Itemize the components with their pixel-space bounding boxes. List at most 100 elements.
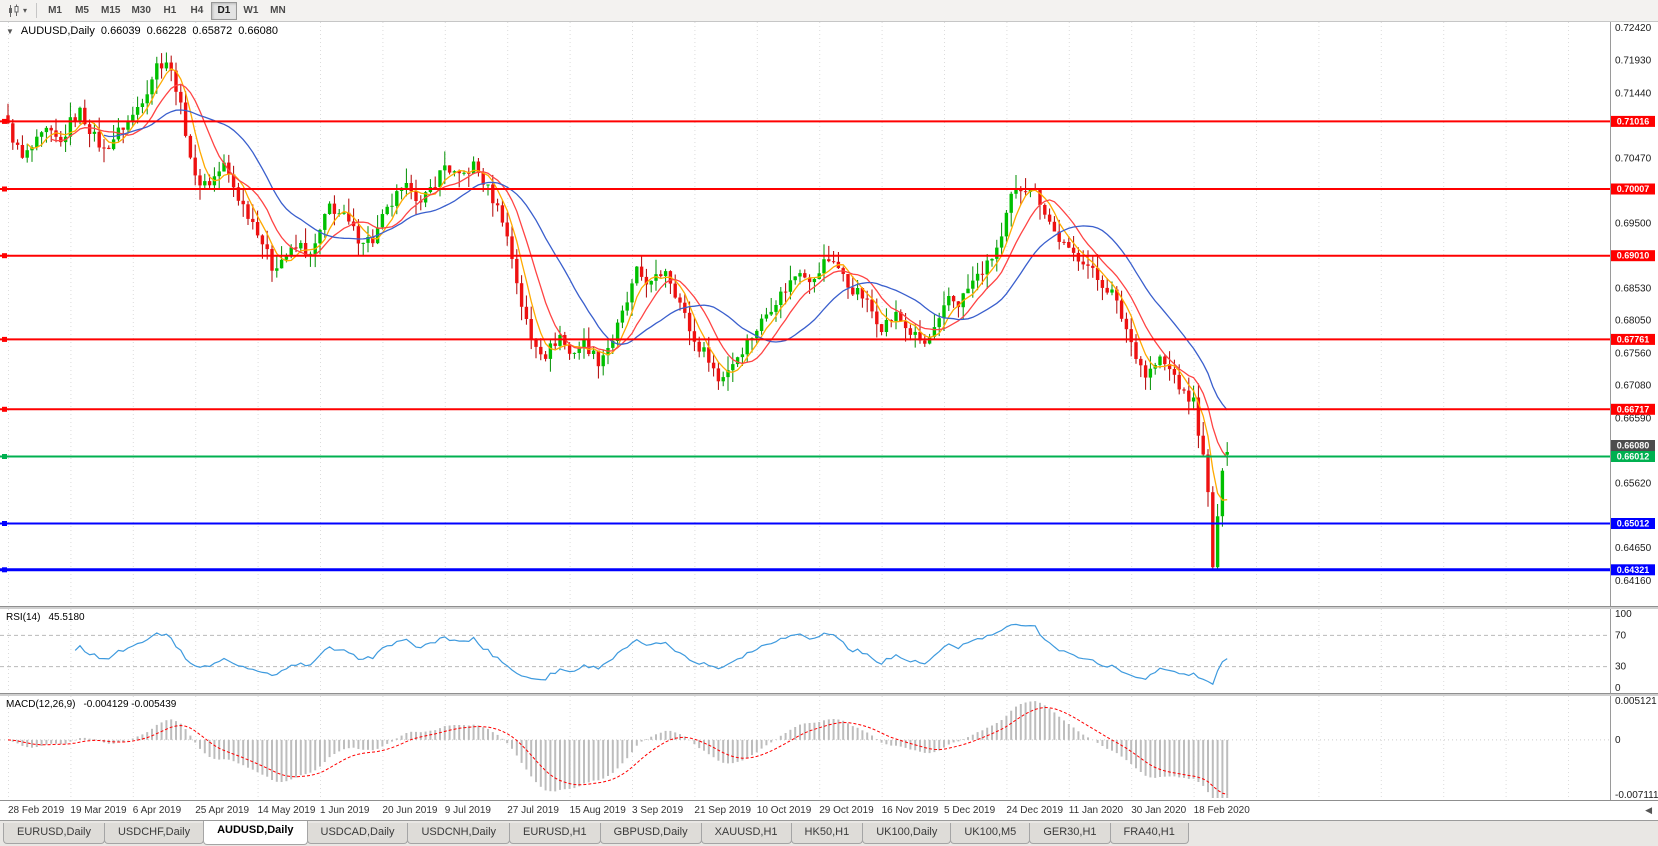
chart-tab-hk50-h1[interactable]: HK50,H1 (790, 823, 864, 844)
chart-symbol-label: AUDUSD,Daily (20, 25, 95, 37)
chart-tab-eurusd-h1[interactable]: EURUSD,H1 (509, 823, 601, 844)
price-tick-label: 0.67080 (1615, 381, 1652, 392)
macd-histogram (11, 701, 1229, 798)
dropdown-caret-icon: ▾ (23, 6, 28, 15)
scroll-left-icon[interactable]: ◀ (1645, 805, 1652, 815)
date-label: 27 Jul 2019 (507, 805, 559, 816)
price-tick-label: 0.71930 (1615, 56, 1652, 67)
price-tick-label: 0.68050 (1615, 316, 1652, 327)
date-label: 28 Feb 2019 (8, 805, 65, 816)
rsi-header: RSI(14) 45.5180 (6, 612, 85, 623)
price-tick-label: 0.71440 (1615, 89, 1652, 100)
chart-tab-uk100-daily[interactable]: UK100,Daily (862, 823, 952, 844)
chart-tab-fra40-h1[interactable]: FRA40,H1 (1109, 823, 1189, 844)
price-tick-label: 0.66590 (1615, 413, 1652, 424)
timeframe-button-w1[interactable]: W1 (243, 5, 259, 16)
date-label: 20 Jun 2019 (382, 805, 438, 816)
date-label: 11 Jan 2020 (1068, 805, 1124, 816)
chart-tab-bar: EURUSD,Daily USDCHF,Daily AUDUSD,Daily USDC… (0, 820, 1658, 846)
date-label: 10 Oct 2019 (756, 805, 812, 816)
macd-tick-label: -0.007111 (1615, 790, 1658, 800)
date-label: 24 Dec 2019 (1006, 805, 1064, 816)
timeframe-button-m5[interactable]: M5 (75, 5, 89, 16)
date-label: 19 Mar 2019 (70, 805, 127, 816)
price-tick-label: 0.64160 (1615, 576, 1652, 587)
macd-header: MACD(12,26,9) -0.004129 -0.005439 (6, 699, 176, 710)
macd-panel[interactable]: 0.005121 0 -0.007111 MACD(12,26,9) -0.0041… (0, 696, 1658, 800)
chart-type-button[interactable]: ▾ (3, 2, 31, 20)
toolbar-separator (36, 3, 38, 18)
timeframe-button-m15[interactable]: M15 (101, 5, 121, 16)
macd-signal-line (7, 706, 1228, 795)
date-label: 1 Jun 2019 (320, 805, 370, 816)
date-label: 3 Sep 2019 (632, 805, 684, 816)
main-chart: 0.72420 0.71930 0.71440 0.70470 0.69500 0.685… (0, 22, 1658, 606)
price-line-label: 0.65012 (1617, 519, 1650, 529)
date-label: 21 Sep 2019 (694, 805, 752, 816)
price-tick-label: 0.69500 (1615, 218, 1652, 229)
rsi-tick-label: 100 (1615, 609, 1632, 620)
rsi-tick-label: 0 (1615, 683, 1621, 693)
timeframe-button-mn[interactable]: MN (270, 5, 286, 16)
timeframe-buttons: M1 M5 M15 M30 H1 H4 D1 W1 MN (42, 1, 291, 20)
price-tick-label: 0.72420 (1615, 23, 1652, 34)
price-line-label: 0.66012 (1617, 452, 1650, 462)
chart-tab-usdcad-daily[interactable]: USDCAD,Daily (306, 823, 409, 844)
chart-tab-audusd-daily[interactable]: AUDUSD,Daily (203, 821, 308, 845)
ohlc-close-value: 0.66080 (238, 25, 278, 37)
chart-tab-gbpusd-daily[interactable]: GBPUSD,Daily (599, 823, 702, 844)
chart-tab-uk100-m5[interactable]: UK100,M5 (950, 823, 1031, 844)
macd-value: -0.004129 -0.005439 (83, 699, 177, 710)
price-tick-label: 0.67560 (1615, 348, 1652, 359)
ohlc-open-value: 0.66039 (100, 25, 141, 37)
date-axis[interactable]: ◀ 28 Feb 2019 19 Mar 2019 6 Apr 2019 25 Apr… (0, 800, 1658, 820)
price-tick-label: 0.64650 (1615, 543, 1652, 554)
moving-average-line-slow-ma (103, 109, 1228, 411)
timeframe-button-m30[interactable]: M30 (131, 5, 151, 16)
current-price-label: 0.66080 (1617, 441, 1650, 451)
price-line-label: 0.69010 (1617, 251, 1650, 261)
price-line-label: 0.66717 (1617, 404, 1650, 414)
chart-tab-xauusd-h1[interactable]: XAUUSD,H1 (700, 823, 792, 844)
candlestick-chart-icon (9, 4, 19, 17)
collapse-chart-icon[interactable]: ▼ (6, 26, 14, 36)
rsi-line (74, 623, 1228, 686)
panel-divider[interactable] (0, 606, 1658, 609)
chart-area: 0.72420 0.71930 0.71440 0.70470 0.69500 0.685… (0, 22, 1658, 846)
chart-tab-eurusd-daily[interactable]: EURUSD,Daily (3, 823, 105, 844)
rsi-value: 45.5180 (48, 612, 85, 623)
date-label: 18 Feb 2020 (1193, 805, 1250, 816)
grid (8, 609, 1569, 693)
price-tick-label: 0.65620 (1615, 478, 1652, 489)
moving-average-line-fast-ma (26, 68, 1228, 501)
ohlc-low-value: 0.65872 (192, 25, 233, 37)
date-label: 25 Apr 2019 (195, 805, 250, 816)
ohlc-high-value: 0.66228 (146, 25, 187, 37)
chart-tab-usdchf-daily[interactable]: USDCHF,Daily (103, 823, 205, 844)
rsi-tick-label: 30 (1615, 662, 1627, 673)
rsi-label: RSI(14) (6, 612, 41, 623)
date-label: 9 Jul 2019 (444, 805, 491, 816)
timeframe-button-m1[interactable]: M1 (48, 5, 62, 16)
price-tick-label: 0.68530 (1615, 283, 1652, 294)
price-line-label: 0.67761 (1617, 334, 1650, 344)
date-label: 30 Jan 2020 (1131, 805, 1187, 816)
chart-tab-usdcnh-daily[interactable]: USDCNH,Daily (407, 823, 511, 844)
price-line-label: 0.71016 (1617, 116, 1650, 126)
macd-tick-label: 0.005121 (1615, 696, 1657, 707)
rsi-panel[interactable]: 100 70 30 0 RSI(14) 45.5180 (0, 609, 1658, 693)
price-line-label: 0.64321 (1617, 565, 1650, 575)
timeframe-button-h4[interactable]: H4 (190, 5, 204, 16)
date-label: 15 Aug 2019 (569, 805, 626, 816)
chart-tab-ger30-h1[interactable]: GER30,H1 (1029, 823, 1111, 844)
panel-divider[interactable] (0, 693, 1658, 696)
macd-label: MACD(12,26,9) (6, 699, 76, 710)
price-tick-label: 0.70470 (1615, 154, 1652, 165)
grid (8, 22, 1569, 606)
date-label: 5 Dec 2019 (944, 805, 996, 816)
main-chart-panel[interactable]: 0.72420 0.71930 0.71440 0.70470 0.69500 0.685… (0, 22, 1658, 606)
rsi-chart: 100 70 30 0 (0, 609, 1658, 693)
timeframe-button-d1[interactable]: D1 (210, 1, 237, 20)
timeframe-button-h1[interactable]: H1 (163, 5, 177, 16)
